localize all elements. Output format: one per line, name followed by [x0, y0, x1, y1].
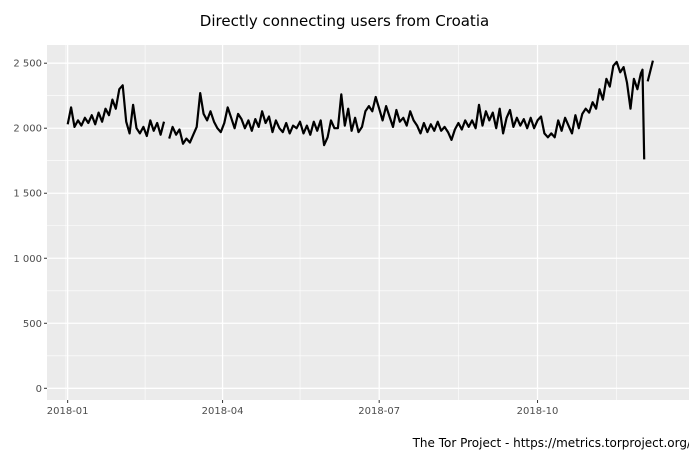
y-tick-label: 0: [36, 384, 42, 395]
series-line: [646, 60, 654, 82]
series-line: [66, 84, 166, 138]
y-tick-label: 1 500: [13, 189, 42, 200]
series-line: [168, 60, 646, 160]
plot-panel: [47, 45, 689, 400]
y-tick-label: 500: [23, 319, 42, 330]
x-tick-label: 2018-07: [358, 406, 400, 417]
grid-lines: [47, 45, 689, 400]
y-tick-label: 2 000: [13, 124, 42, 135]
y-tick-label: 2 500: [13, 59, 42, 70]
x-tick-label: 2018-04: [202, 406, 244, 417]
series-lines: [66, 60, 654, 160]
x-tick-label: 2018-10: [517, 406, 559, 417]
x-tick-label: 2018-01: [47, 406, 89, 417]
y-tick-label: 1 000: [13, 254, 42, 265]
source-caption: The Tor Project - https://metrics.torpro…: [412, 436, 689, 450]
plot-background: [47, 45, 689, 400]
axis-ticks: 0 500 1 000 1 500 2 000 2 500 2018-01 2018-04 20…: [13, 59, 558, 417]
chart-title: Directly connecting users from Croatia: [199, 12, 490, 30]
